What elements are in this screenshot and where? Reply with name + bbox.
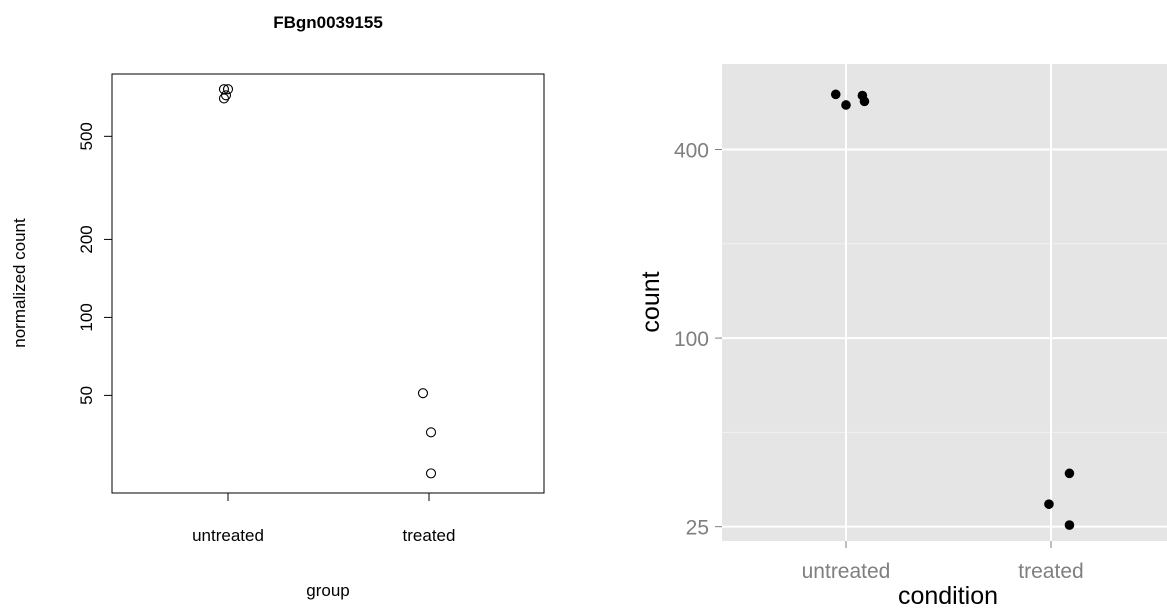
left-x-axis: untreated treated <box>192 493 455 545</box>
left-y-tick-label: 100 <box>77 303 96 331</box>
right-y-tick-label: 400 <box>674 140 709 163</box>
left-x-axis-label: group <box>306 581 349 600</box>
right-points <box>830 89 1075 530</box>
left-y-tick-label: 200 <box>77 225 96 253</box>
right-x-tick-label: treated <box>1018 560 1083 583</box>
left-x-tick-label: untreated <box>192 526 264 545</box>
right-grid <box>722 64 1167 541</box>
right-plot: 25 100 400 untreated treated condition coun… <box>637 64 1167 609</box>
left-y-axis-label: normalized count <box>10 218 29 348</box>
right-data-point <box>841 100 851 110</box>
right-x-axis: untreated treated <box>802 541 1084 583</box>
left-y-axis: 50 100 200 500 <box>77 122 113 405</box>
right-plot-panel <box>722 64 1167 541</box>
left-data-point <box>425 427 437 438</box>
right-x-tick-label: untreated <box>802 560 891 583</box>
right-data-point <box>1064 520 1075 530</box>
left-plot-frame <box>111 73 545 494</box>
right-data-point <box>830 89 841 100</box>
right-data-point <box>1064 468 1075 479</box>
right-data-point <box>1044 499 1054 509</box>
left-x-tick-label: treated <box>403 526 456 545</box>
left-plot: FBgn0039155 50 100 200 500 untreated treated… <box>10 13 545 600</box>
left-data-point <box>220 90 232 101</box>
left-y-tick-label: 50 <box>77 386 96 405</box>
right-y-tick-label: 100 <box>674 328 709 351</box>
left-data-point <box>425 468 437 479</box>
right-y-axis: 25 100 400 <box>674 140 722 540</box>
right-y-axis-label: count <box>637 271 665 332</box>
left-chart-title: FBgn0039155 <box>273 13 383 32</box>
left-points <box>218 84 437 479</box>
right-data-point <box>859 96 870 107</box>
right-x-axis-label: condition <box>898 582 998 609</box>
left-data-point <box>218 93 230 104</box>
left-y-tick-label: 500 <box>77 122 96 150</box>
left-data-point <box>417 388 429 399</box>
left-data-point <box>222 84 234 95</box>
right-y-tick-label: 25 <box>686 517 709 540</box>
